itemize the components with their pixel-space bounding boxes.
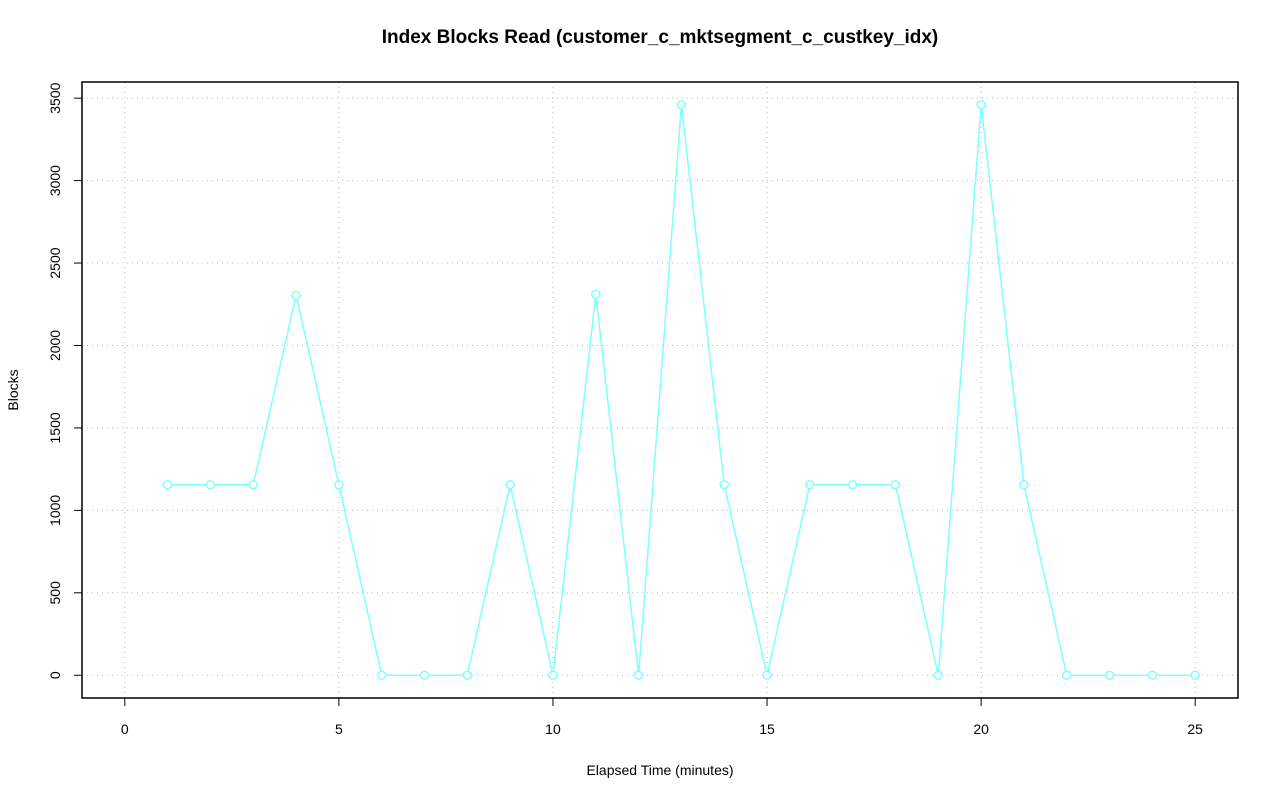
y-tick-label: 0 [47, 671, 63, 679]
data-point [419, 670, 430, 680]
data-point [933, 670, 944, 680]
data-point [334, 480, 344, 490]
data-point [1061, 670, 1072, 680]
x-tick-label: 15 [759, 721, 775, 737]
x-tick-label: 25 [1187, 721, 1203, 737]
x-tick-label: 0 [121, 721, 129, 737]
data-point [162, 480, 173, 490]
data-point [762, 670, 772, 680]
y-tick-label: 2500 [47, 247, 63, 278]
chart-title: Index Blocks Read (customer_c_mktsegment… [382, 27, 939, 48]
y-tick-label: 2000 [47, 330, 63, 361]
data-point [805, 480, 815, 490]
data-point [976, 100, 986, 110]
y-tick-label: 3500 [47, 82, 63, 113]
y-tick-label: 3000 [47, 165, 63, 196]
data-point [1147, 670, 1158, 680]
x-tick-label: 5 [335, 721, 343, 737]
data-point [205, 480, 216, 490]
data-point [548, 670, 558, 680]
data-point [591, 289, 601, 300]
data-line [167, 104, 1196, 676]
data-point [462, 670, 473, 680]
x-tick-label: 20 [973, 721, 989, 737]
x-axis-label: Elapsed Time (minutes) [586, 762, 733, 778]
data-point [1104, 670, 1115, 680]
y-tick-label: 500 [47, 581, 63, 605]
data-point [676, 100, 687, 110]
data-point [505, 480, 515, 490]
data-point [719, 480, 729, 490]
data-point [1190, 670, 1200, 680]
x-tick-label: 10 [545, 721, 561, 737]
y-tick-label: 1000 [47, 495, 63, 526]
data-point [1019, 480, 1029, 490]
y-tick-label: 1500 [47, 412, 63, 443]
data-point [291, 290, 301, 300]
plot-frame [81, 81, 1239, 699]
data-point [633, 670, 644, 680]
data-point [890, 480, 901, 490]
data-point [376, 670, 387, 680]
y-axis-label: Blocks [5, 369, 21, 410]
data-point [847, 480, 858, 490]
data-point [248, 480, 259, 490]
